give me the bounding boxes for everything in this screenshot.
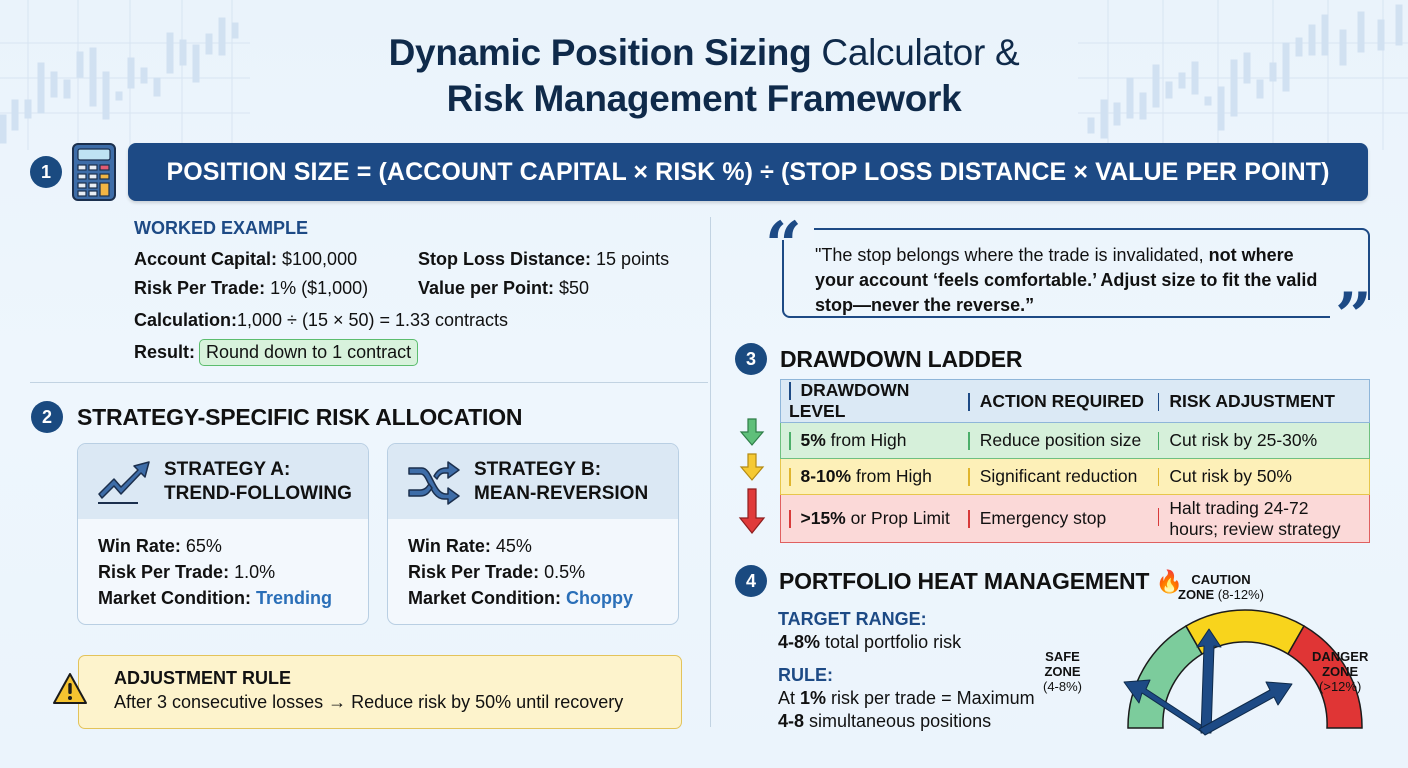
background-candlestick-chart-left [0,0,250,150]
risk-per-trade: Risk Per Trade: 0.5% [408,562,586,582]
calculation: Calculation: 1,000 ÷ (15 × 50) = 1.33 co… [134,310,509,330]
section-2-badge: 2 [31,401,63,433]
section-3-badge: 3 [735,343,767,375]
section-3-title: DRAWDOWN LADDER [780,346,1023,372]
strategy-a-name: STRATEGY A: TREND-FOLLOWING [164,458,352,504]
shuffle-arrows-icon [408,460,460,505]
win-rate: Win Rate: 65% [98,536,222,556]
horizontal-divider [30,382,708,383]
position-size-formula: POSITION SIZE = (ACCOUNT CAPITAL × RISK … [128,143,1368,201]
strategy-b-name: STRATEGY B: MEAN-REVERSION [474,458,649,504]
drawdown-ladder-table: DRAWDOWN LEVEL ACTION REQUIRED RISK ADJU… [780,379,1370,543]
adjustment-rule-box: ADJUSTMENT RULE After 3 consecutive loss… [78,655,682,729]
column-header: RISK ADJUSTMENT [1149,379,1370,423]
red-down-arrow-icon [738,488,766,534]
calculator-icon [72,143,116,201]
yellow-down-arrow-icon [739,453,765,481]
trend-up-arrow-icon [98,460,150,504]
win-rate: Win Rate: 45% [408,536,532,556]
table-row: 5% from High Reduce position size Cut ri… [780,422,1370,459]
quote-text: "The stop belongs where the trade is inv… [815,245,1318,315]
worked-example: WORKED EXAMPLE Account Capital: $100,000… [134,218,669,367]
table-row: 8-10% from High Significant reduction Cu… [780,458,1370,495]
open-quote-icon: “ [765,208,802,283]
column-header: ACTION REQUIRED [960,379,1150,423]
rule-label: RULE: [778,665,833,685]
fire-icon: 🔥 [1155,569,1183,594]
background-candlestick-chart-right [1078,0,1408,150]
quote-block: “ ” "The stop belongs where the trade is… [760,214,1380,349]
rule-line-1: At 1% risk per trade = Maximum [778,688,1035,708]
section-4-badge: 4 [735,565,767,597]
table-row: >15% or Prop Limit Emergency stop Halt t… [780,494,1370,543]
market-condition: Market Condition: Choppy [408,588,634,608]
safe-zone-label: SAFE ZONE (4-8%) [1043,649,1083,694]
section-2-title: STRATEGY-SPECIFIC RISK ALLOCATION [77,404,523,430]
section-4-title: PORTFOLIO HEAT MANAGEMENT 🔥 [779,568,1183,594]
heat-details: TARGET RANGE: 4-8% total portfolio risk … [778,608,1035,733]
target-range-label: TARGET RANGE: [778,609,927,629]
value-per-point: Value per Point: $50 [418,278,590,298]
adjustment-rule-text: After 3 consecutive losses → Reduce risk… [114,692,624,712]
market-condition: Market Condition: Trending [98,588,333,608]
column-header: DRAWDOWN LEVEL [780,379,961,423]
risk-per-trade: Risk Per Trade: 1% ($1,000) [134,278,369,298]
result: Result: Round down to 1 contract [134,338,669,367]
caution-zone-label: CAUTION ZONE (8-12%) [1178,572,1264,602]
result-badge: Round down to 1 contract [199,339,419,366]
warning-icon [53,673,87,704]
stop-loss-distance: Stop Loss Distance: 15 points [418,249,670,269]
strategy-card-b: STRATEGY B: MEAN-REVERSION Win Rate: 45%… [387,443,679,625]
page-title: Dynamic Position Sizing Calculator & Ris… [388,32,1020,119]
account-capital: Account Capital: $100,000 [134,249,358,269]
heat-gauge [1123,609,1363,736]
vertical-divider [710,217,711,727]
table-header-row: DRAWDOWN LEVEL ACTION REQUIRED RISK ADJU… [780,379,1370,423]
worked-example-heading: WORKED EXAMPLE [134,218,309,238]
adjustment-rule-heading: ADJUSTMENT RULE [114,668,292,688]
risk-per-trade: Risk Per Trade: 1.0% [98,562,276,582]
target-range-value: 4-8% total portfolio risk [778,632,962,652]
danger-zone-label: DANGER ZONE (>12%) [1312,649,1369,694]
close-quote-icon: ” [1335,279,1372,354]
green-down-arrow-icon [739,418,765,446]
strategy-card-a: STRATEGY A: TREND-FOLLOWING Win Rate: 65… [77,443,369,625]
section-1-badge: 1 [30,156,62,188]
rule-line-2: 4-8 simultaneous positions [778,711,992,731]
